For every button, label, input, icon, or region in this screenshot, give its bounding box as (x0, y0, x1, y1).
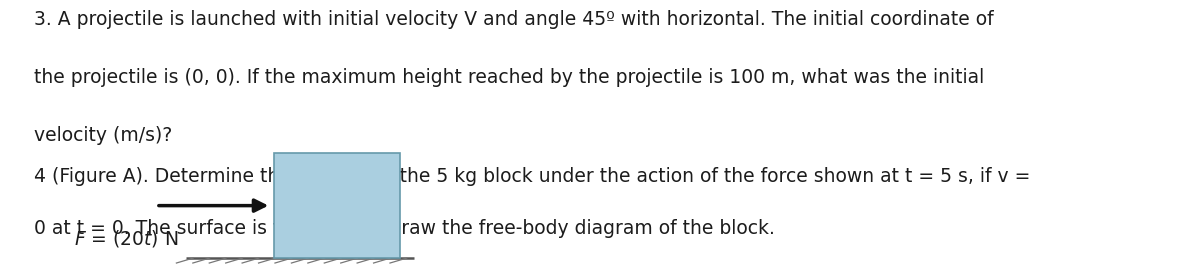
Text: 0 at t = 0. The surface is frictionless. Draw the free-body diagram of the block: 0 at t = 0. The surface is frictionless.… (34, 219, 774, 238)
Text: the projectile is (0, 0). If the maximum height reached by the projectile is 100: the projectile is (0, 0). If the maximum… (34, 68, 984, 87)
Text: 4 (Figure A). Determine the velocity of the 5 kg block under the action of the f: 4 (Figure A). Determine the velocity of … (34, 167, 1030, 186)
Text: velocity (m/s)?: velocity (m/s)? (34, 126, 172, 145)
Text: $\mathit{F}$ = (20$\mathit{t}$) N: $\mathit{F}$ = (20$\mathit{t}$) N (74, 228, 179, 249)
Bar (274, 153, 400, 258)
Text: 3. A projectile is launched with initial velocity V and angle 45º with horizonta: 3. A projectile is launched with initial… (34, 10, 994, 29)
